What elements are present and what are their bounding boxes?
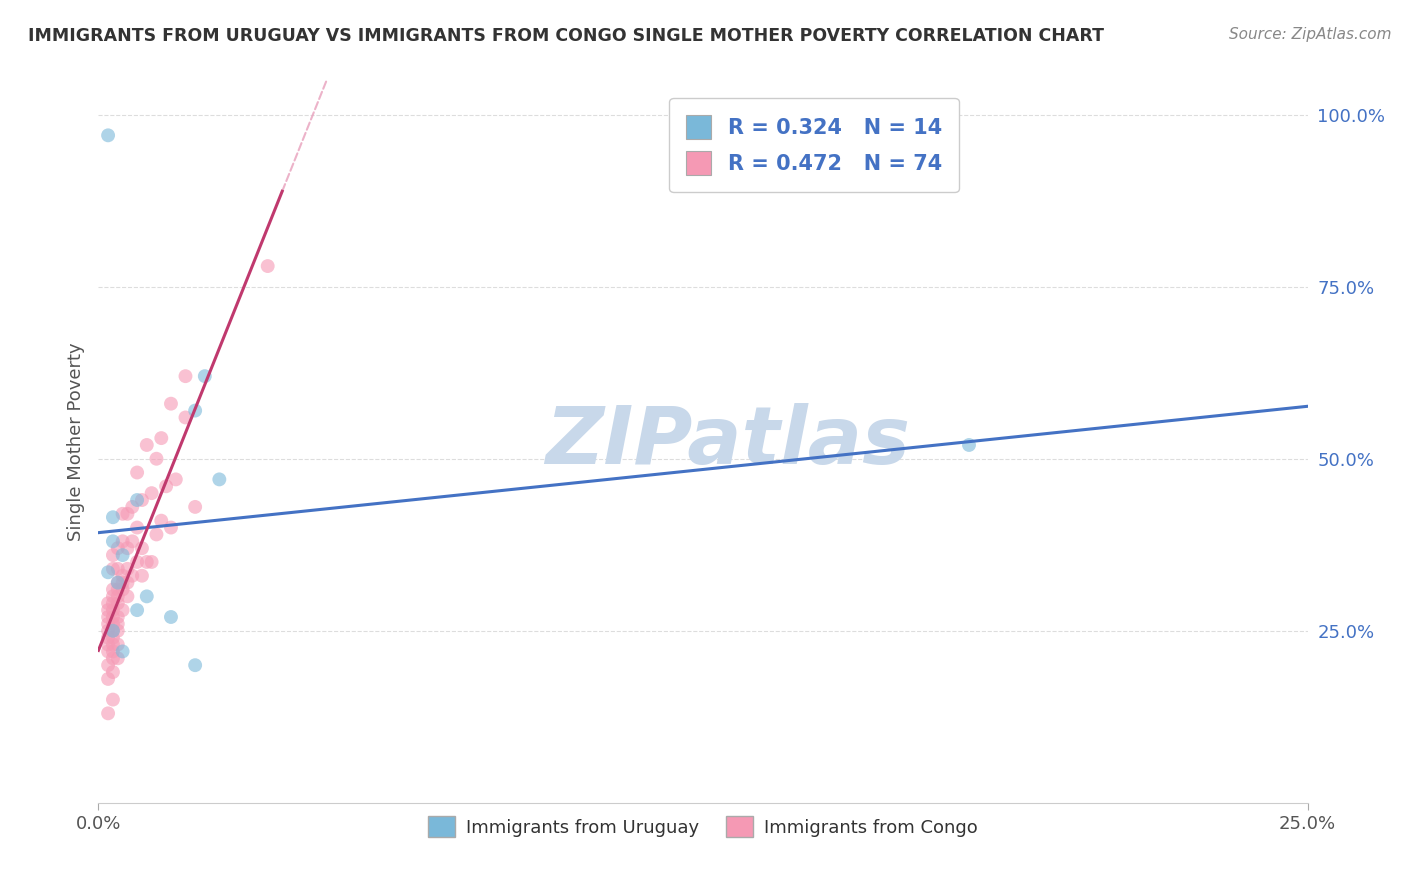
- Point: [160, 610, 183, 624]
- Point: [111, 507, 134, 521]
- Point: [101, 692, 124, 706]
- Point: [101, 665, 124, 679]
- Point: [127, 493, 149, 508]
- Point: [107, 624, 129, 638]
- Point: [101, 624, 124, 638]
- Point: [101, 616, 124, 631]
- Text: IMMIGRANTS FROM URUGUAY VS IMMIGRANTS FROM CONGO SINGLE MOTHER POVERTY CORRELATI: IMMIGRANTS FROM URUGUAY VS IMMIGRANTS FR…: [28, 27, 1104, 45]
- Point: [107, 541, 129, 556]
- Point: [194, 369, 217, 384]
- Point: [97, 638, 120, 652]
- Point: [131, 541, 153, 556]
- Point: [155, 479, 177, 493]
- Point: [107, 638, 129, 652]
- Point: [184, 658, 207, 673]
- Point: [117, 507, 139, 521]
- Point: [145, 527, 167, 541]
- Point: [174, 369, 197, 384]
- Point: [101, 534, 124, 549]
- Point: [107, 562, 129, 576]
- Point: [107, 575, 129, 590]
- Point: [97, 624, 120, 638]
- Point: [184, 403, 207, 417]
- Point: [101, 548, 124, 562]
- Point: [97, 672, 120, 686]
- Point: [101, 562, 124, 576]
- Point: [131, 493, 153, 508]
- Point: [97, 616, 120, 631]
- Point: [127, 603, 149, 617]
- Point: [160, 397, 183, 411]
- Point: [256, 259, 278, 273]
- Point: [97, 644, 120, 658]
- Point: [121, 568, 143, 582]
- Point: [131, 568, 153, 582]
- Point: [111, 644, 134, 658]
- Point: [127, 520, 149, 534]
- Point: [127, 466, 149, 480]
- Point: [208, 472, 231, 486]
- Point: [101, 582, 124, 597]
- Point: [101, 603, 124, 617]
- Point: [111, 534, 134, 549]
- Point: [121, 500, 143, 514]
- Point: [107, 610, 129, 624]
- Point: [111, 603, 134, 617]
- Point: [145, 451, 167, 466]
- Point: [101, 638, 124, 652]
- Point: [97, 566, 120, 580]
- Point: [111, 582, 134, 597]
- Point: [101, 610, 124, 624]
- Text: Source: ZipAtlas.com: Source: ZipAtlas.com: [1229, 27, 1392, 42]
- Point: [107, 616, 129, 631]
- Point: [97, 706, 120, 721]
- Text: ZIPatlas: ZIPatlas: [544, 402, 910, 481]
- Point: [957, 438, 980, 452]
- Point: [101, 590, 124, 604]
- Point: [117, 541, 139, 556]
- Point: [107, 596, 129, 610]
- Point: [101, 624, 124, 638]
- Point: [101, 596, 124, 610]
- Point: [174, 410, 197, 425]
- Point: [97, 596, 120, 610]
- Point: [101, 644, 124, 658]
- Y-axis label: Single Mother Poverty: Single Mother Poverty: [66, 343, 84, 541]
- Point: [111, 548, 134, 562]
- Point: [141, 555, 163, 569]
- Point: [165, 472, 187, 486]
- Point: [107, 651, 129, 665]
- Point: [117, 575, 139, 590]
- Point: [97, 610, 120, 624]
- Point: [135, 555, 157, 569]
- Point: [101, 510, 124, 524]
- Point: [117, 562, 139, 576]
- Point: [160, 520, 183, 534]
- Point: [101, 651, 124, 665]
- Point: [107, 590, 129, 604]
- Point: [97, 128, 120, 143]
- Point: [111, 575, 134, 590]
- Point: [184, 500, 207, 514]
- Point: [150, 431, 173, 445]
- Point: [127, 555, 149, 569]
- Point: [117, 590, 139, 604]
- Point: [111, 568, 134, 582]
- Point: [107, 575, 129, 590]
- Legend: Immigrants from Uruguay, Immigrants from Congo: Immigrants from Uruguay, Immigrants from…: [420, 809, 986, 845]
- Point: [101, 631, 124, 645]
- Point: [135, 438, 157, 452]
- Point: [97, 658, 120, 673]
- Point: [107, 582, 129, 597]
- Point: [135, 590, 157, 604]
- Point: [121, 534, 143, 549]
- Point: [141, 486, 163, 500]
- Point: [150, 514, 173, 528]
- Point: [97, 603, 120, 617]
- Point: [97, 631, 120, 645]
